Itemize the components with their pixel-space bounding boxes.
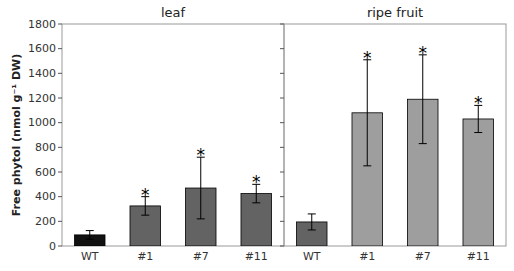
plot-frame	[62, 24, 284, 246]
x-tick-label: #11	[245, 250, 268, 263]
x-tick-label: #11	[467, 250, 490, 263]
error-cap	[363, 165, 371, 166]
annotation: *	[197, 145, 206, 165]
y-tick	[58, 246, 62, 247]
x-tick-label: #1	[359, 250, 375, 263]
y-tick	[58, 73, 62, 74]
marks	[296, 55, 493, 246]
y-tick	[58, 24, 62, 25]
error-bar	[197, 157, 205, 219]
error-line	[367, 60, 368, 166]
bar	[463, 119, 494, 246]
annotation: *	[141, 185, 150, 205]
panel: 0 200 400 600 800 1000 1200 1400 1600 1800 WT #1 #7 #…	[28, 5, 284, 263]
y-tick	[58, 147, 62, 148]
y-tick	[280, 73, 284, 74]
y-tick	[280, 147, 284, 148]
error-bar	[419, 55, 427, 144]
error-bar	[86, 231, 94, 240]
error-cap	[86, 230, 94, 231]
x-tick-label: WT	[81, 250, 99, 263]
x-tick-label: #7	[193, 250, 209, 263]
annotation: *	[363, 48, 372, 68]
error-cap	[252, 202, 260, 203]
y-tick	[280, 221, 284, 222]
title: ripe fruit	[367, 5, 423, 20]
error-bar	[308, 214, 316, 230]
y-tick	[58, 122, 62, 123]
error-cap	[197, 218, 205, 219]
y-tick-label: 1800	[28, 18, 56, 31]
error-line	[200, 157, 201, 219]
y-tick-label: 1400	[28, 67, 56, 80]
x-tick-label: #1	[137, 250, 153, 263]
error-line	[311, 214, 312, 230]
y-tick-label: 0	[49, 240, 56, 253]
y-tick	[58, 48, 62, 49]
y-tick-label: 200	[35, 215, 56, 228]
y-tick	[58, 221, 62, 222]
chart: 0 200 400 600 800 1000 1200 1400 1600 1800 WT #1 #7 #…	[0, 0, 514, 271]
y-tick-label: 800	[35, 141, 56, 154]
y-tick	[280, 122, 284, 123]
error-cap	[141, 215, 149, 216]
y-tick	[280, 24, 284, 25]
y-tick	[280, 172, 284, 173]
x-tick-label: #7	[415, 250, 431, 263]
error-line	[422, 55, 423, 144]
y-tick	[280, 196, 284, 197]
title: leaf	[161, 5, 186, 20]
y-tick-label: 1000	[28, 116, 56, 129]
annotation: *	[252, 172, 261, 192]
error-cap	[308, 229, 316, 230]
panel: WT #1 #7 #11 ripe fruit	[280, 5, 506, 263]
plot-frame	[284, 24, 506, 246]
y-tick	[280, 48, 284, 49]
x-tick-label: WT	[303, 250, 321, 263]
error-cap	[419, 143, 427, 144]
error-line	[89, 231, 90, 240]
annotation: *	[419, 43, 428, 63]
error-cap	[86, 239, 94, 240]
y-tick	[280, 98, 284, 99]
y-tick-label: 1600	[28, 42, 56, 55]
y-tick	[280, 246, 284, 247]
y-tick	[58, 196, 62, 197]
y-tick	[58, 98, 62, 99]
annotation: *	[474, 93, 483, 113]
y-axis-label: Free phytol (nmol g⁻¹ DW)	[10, 54, 23, 216]
error-cap	[474, 132, 482, 133]
y-tick-label: 600	[35, 166, 56, 179]
page: {"chart_data": [ {"type": "bar", "title"…	[0, 0, 514, 271]
y-tick-label: 400	[35, 190, 56, 203]
error-bar	[363, 60, 371, 166]
y-tick-label: 1200	[28, 92, 56, 105]
error-cap	[308, 213, 316, 214]
y-tick	[58, 172, 62, 173]
marks	[74, 157, 271, 246]
